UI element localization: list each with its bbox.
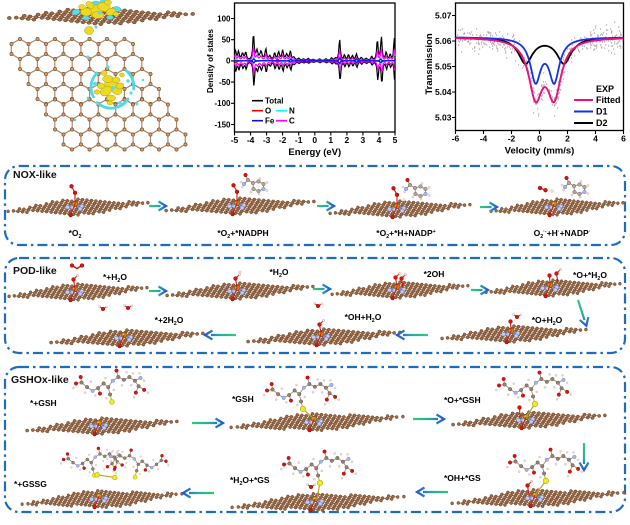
svg-text:O2·-+H·+NADP·: O2·-+H·+NADP·: [534, 228, 591, 240]
svg-text:5.04: 5.04: [435, 87, 452, 97]
svg-text:GSHOx-like: GSHOx-like: [11, 374, 69, 386]
svg-text:Energy (eV): Energy (eV): [288, 147, 341, 158]
svg-text:5: 5: [393, 135, 398, 145]
svg-text:O: O: [265, 107, 271, 116]
svg-text:D1: D1: [596, 107, 608, 117]
svg-text:5.03: 5.03: [435, 112, 452, 122]
svg-text:3: 3: [361, 135, 366, 145]
svg-text:*O+H2O: *O+H2O: [532, 315, 563, 327]
svg-text:*2OH: *2OH: [424, 269, 445, 279]
svg-text:2: 2: [565, 134, 570, 144]
svg-text:D2: D2: [596, 118, 608, 128]
svg-text:*+GSSG: *+GSSG: [14, 479, 47, 489]
svg-text:*+GSH: *+GSH: [30, 398, 57, 408]
svg-text:*O2+*H+NADP+: *O2+*H+NADP+: [376, 228, 435, 240]
svg-text:*OH+*GS: *OH+*GS: [444, 473, 481, 483]
svg-text:*O2: *O2: [69, 228, 82, 240]
svg-text:1: 1: [328, 135, 333, 145]
svg-text:*O+*GSH: *O+*GSH: [444, 395, 481, 405]
svg-text:*H2O: *H2O: [269, 267, 288, 279]
svg-text:Transmission: Transmission: [424, 33, 435, 94]
svg-text:2: 2: [345, 135, 350, 145]
svg-text:N: N: [289, 107, 295, 116]
svg-text:-50: -50: [219, 78, 231, 87]
svg-text:0: 0: [312, 135, 317, 145]
svg-text:Density of states: Density of states: [206, 28, 215, 93]
svg-text:C: C: [289, 117, 295, 126]
svg-text:*GSH: *GSH: [232, 394, 254, 404]
svg-text:4: 4: [593, 134, 598, 144]
svg-text:*O2+*NADPH: *O2+*NADPH: [217, 228, 268, 240]
svg-text:Total: Total: [265, 97, 284, 106]
svg-text:*+2H2O: *+2H2O: [155, 315, 184, 327]
svg-text:-3: -3: [263, 135, 271, 145]
svg-text:*+H2O: *+H2O: [103, 272, 127, 284]
svg-text:-5: -5: [231, 135, 239, 145]
svg-text:-4: -4: [480, 134, 488, 144]
svg-text:0: 0: [226, 57, 231, 66]
svg-text:-4: -4: [247, 135, 255, 145]
svg-text:POD-like: POD-like: [13, 265, 57, 277]
svg-text:100: 100: [217, 14, 231, 23]
svg-text:-6: -6: [452, 134, 460, 144]
svg-text:5.05: 5.05: [435, 61, 452, 71]
svg-text:*H2O+*GS: *H2O+*GS: [230, 475, 270, 487]
svg-text:Fe: Fe: [265, 117, 275, 126]
svg-text:-1: -1: [295, 135, 303, 145]
svg-text:-150: -150: [214, 120, 231, 129]
svg-text:6: 6: [621, 134, 626, 144]
svg-text:5.07: 5.07: [435, 10, 452, 20]
svg-text:Velocity (mm/s): Velocity (mm/s): [505, 146, 575, 157]
svg-text:-2: -2: [279, 135, 287, 145]
svg-text:5.06: 5.06: [435, 36, 452, 46]
svg-text:4: 4: [377, 135, 382, 145]
svg-text:50: 50: [222, 36, 231, 45]
svg-text:EXP: EXP: [596, 84, 614, 94]
svg-text:-100: -100: [214, 99, 231, 108]
svg-text:*O+*H2O: *O+*H2O: [573, 270, 607, 282]
svg-text:NOX-like: NOX-like: [13, 169, 57, 181]
svg-text:*OH+H2O: *OH+H2O: [345, 312, 382, 324]
svg-text:0: 0: [537, 134, 542, 144]
svg-text:Fitted: Fitted: [596, 95, 621, 105]
svg-text:-2: -2: [508, 134, 516, 144]
